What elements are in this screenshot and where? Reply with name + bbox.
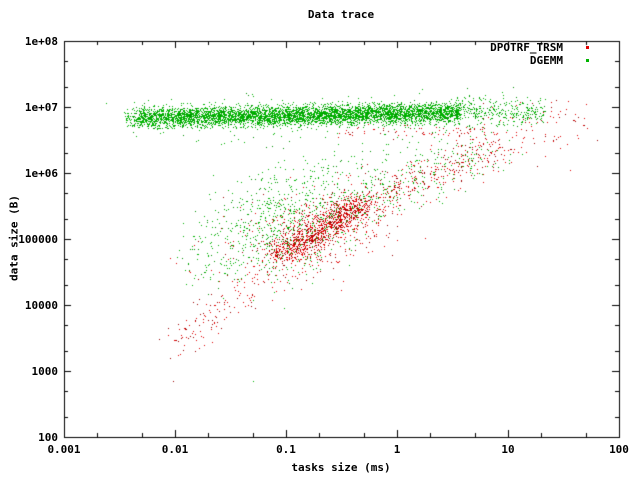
x-tick-label: 0.01 (161, 443, 189, 456)
x-tick-label: 100 (609, 443, 629, 456)
x-axis-label: tasks size (ms) (291, 461, 391, 474)
legend-label-dgemm: DGEMM (529, 54, 563, 67)
y-tick-label: 1e+06 (24, 167, 58, 180)
legend-marker-dgemm-dot-icon (586, 59, 589, 62)
legend-item-dpotrf-trsm: DPOTRF_TRSM (490, 41, 563, 54)
y-tick-label: 10000 (24, 299, 58, 312)
y-tick-label: 100000 (18, 233, 58, 246)
x-tick-label: 1 (393, 443, 401, 456)
x-tick-label: 0.1 (276, 443, 296, 456)
legend-label-dpotrf-trsm: DPOTRF_TRSM (490, 41, 563, 54)
y-tick-label: 100 (38, 431, 58, 444)
x-tick-label: 0.001 (47, 443, 81, 456)
y-tick-label: 1000 (31, 365, 59, 378)
chart-title: Data trace (307, 8, 375, 21)
x-tick-label: 10 (501, 443, 515, 456)
legend-marker-dpotrf-dot-icon (586, 46, 589, 49)
y-tick-label: 1e+08 (24, 35, 58, 48)
legend-item-dgemm: DGEMM (530, 54, 563, 67)
y-tick-label: 1e+07 (24, 101, 58, 114)
